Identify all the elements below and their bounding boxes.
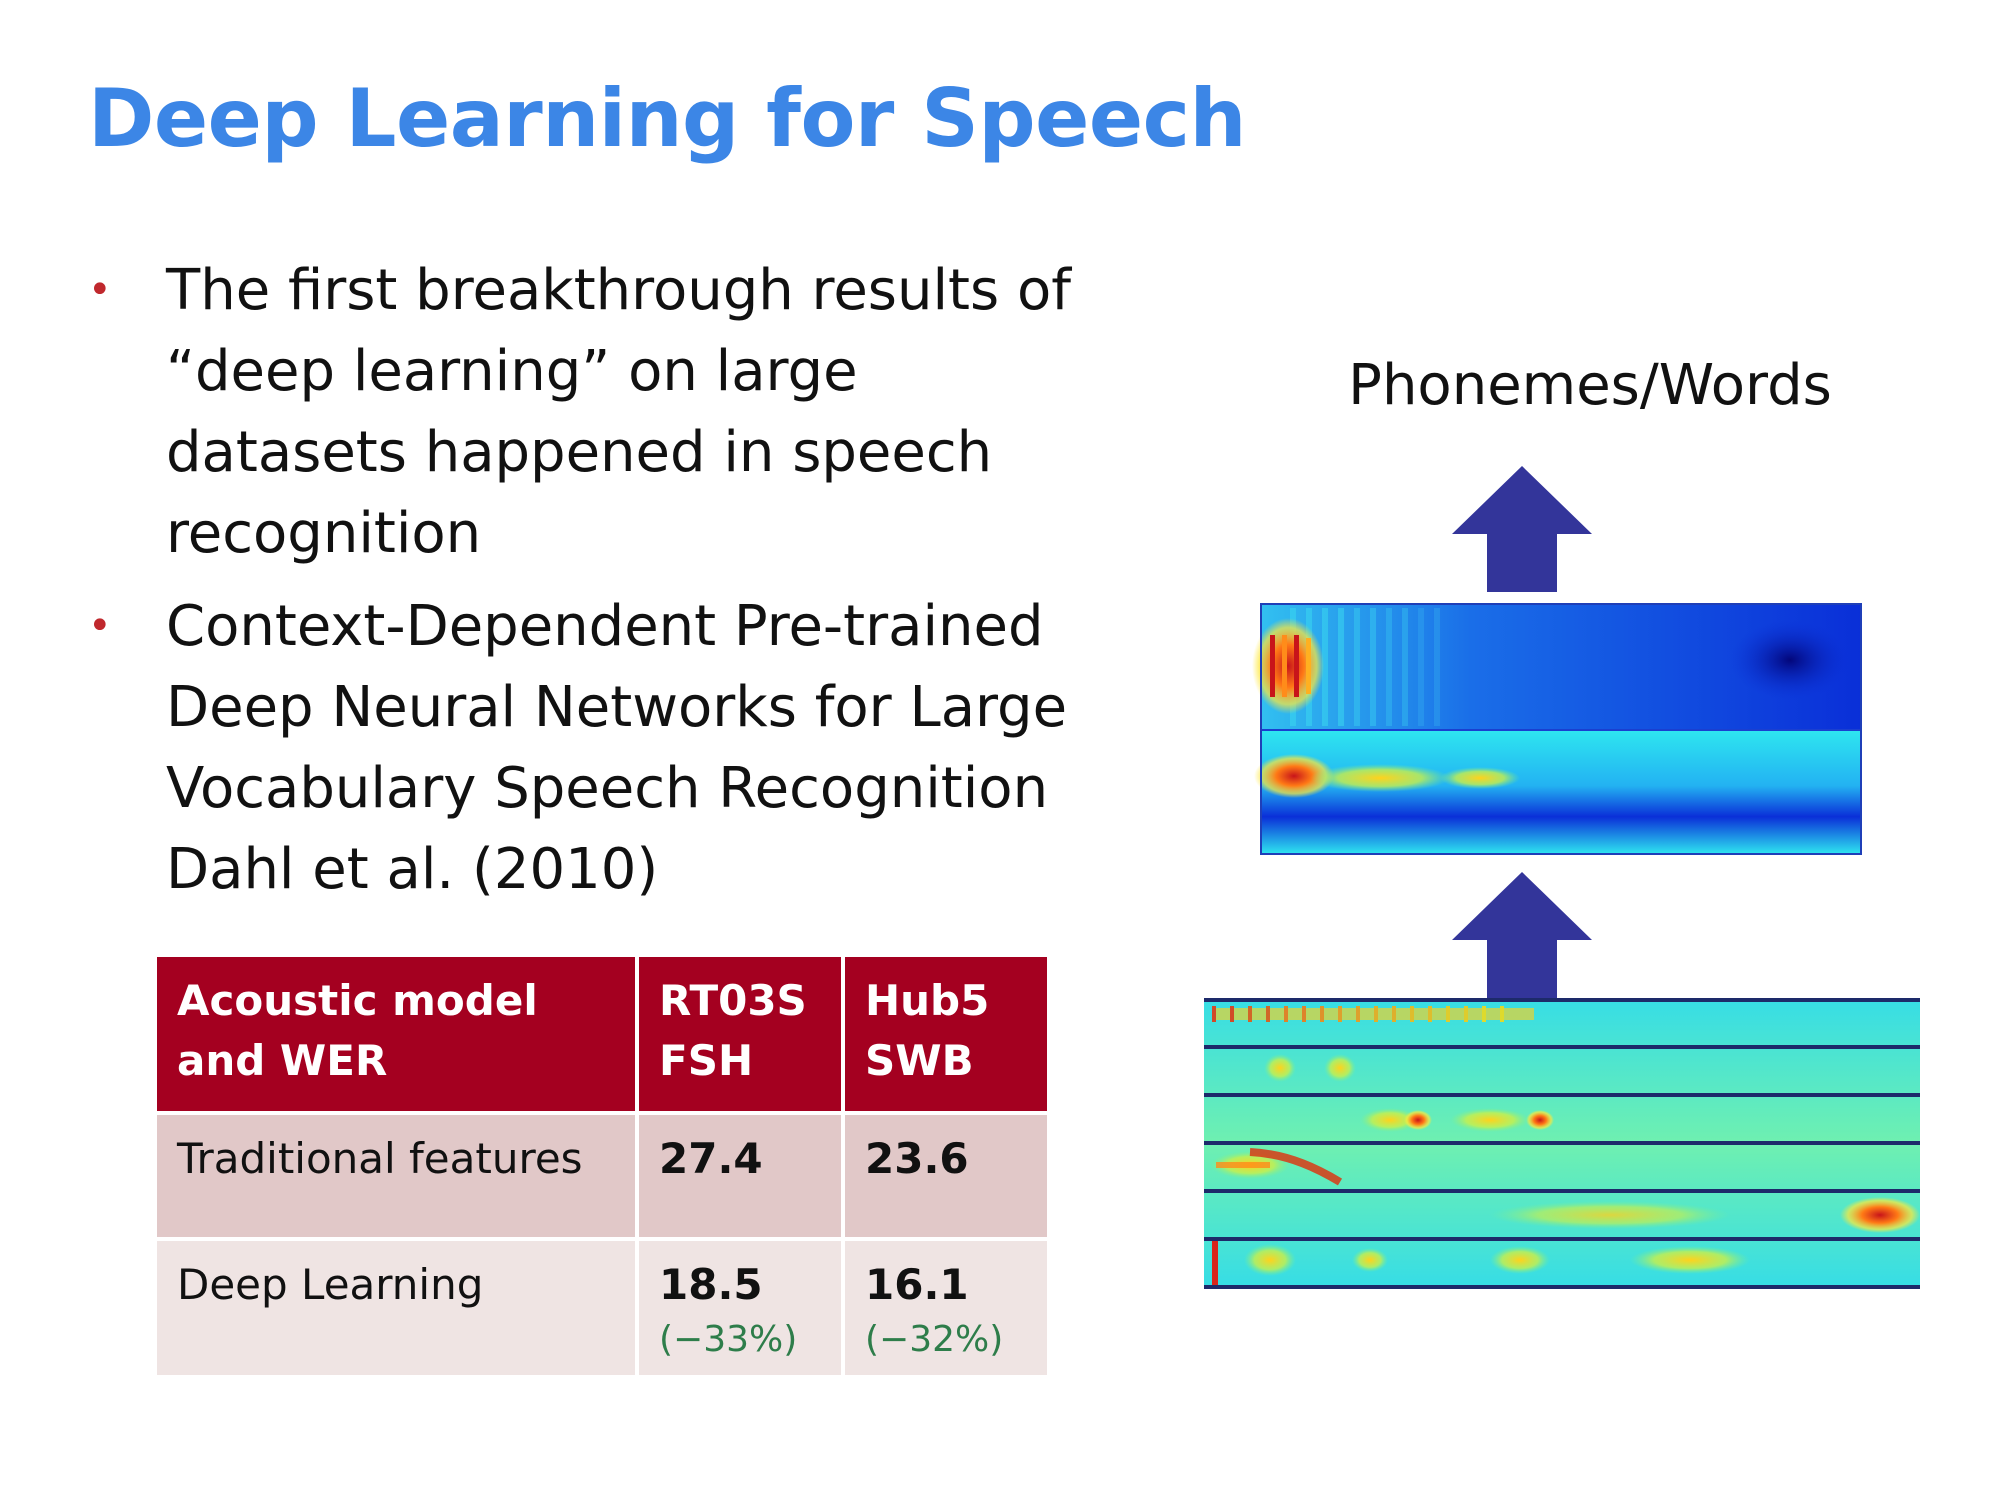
diagram-graphic — [1204, 466, 1920, 1289]
header-hub5-swb: Hub5 SWB — [845, 957, 1047, 1111]
wer-value: 23.6 — [865, 1134, 969, 1183]
wer-delta: (−32%) — [865, 1319, 1004, 1360]
speech-network-diagram: Phonemes/Words — [1190, 330, 1950, 1320]
row-label: Deep Learning — [157, 1241, 635, 1375]
wer-value: 27.4 — [659, 1134, 763, 1183]
bullet-item: • The first breakthrough results of “dee… — [88, 250, 1108, 574]
wer-value: 16.1 — [865, 1260, 969, 1309]
wer-cell: 16.1 (−32%) — [845, 1241, 1047, 1375]
wer-cell: 23.6 — [845, 1115, 1047, 1237]
output-label: Phonemes/Words — [1348, 353, 1832, 418]
table-row: Traditional features 27.4 23.6 — [157, 1115, 1047, 1237]
table-row: Deep Learning 18.5 (−33%) 16.1 (−32%) — [157, 1241, 1047, 1375]
slide-title: Deep Learning for Speech — [88, 72, 1247, 165]
bullet-line: datasets happened in speech — [166, 420, 993, 485]
bullet-line: “deep learning” on large — [166, 339, 858, 404]
wer-cell: 27.4 — [639, 1115, 841, 1237]
input-feature-maps — [1204, 998, 1920, 1289]
bullet-line: recognition — [166, 501, 482, 566]
bullet-line: Dahl et al. (2010) — [166, 837, 659, 902]
header-line: FSH — [659, 1036, 754, 1085]
upward-arrow-icon — [1452, 872, 1592, 998]
hidden-layer-activations — [1252, 603, 1862, 855]
header-line: RT03S — [659, 976, 807, 1025]
wer-cell: 18.5 (−33%) — [639, 1241, 841, 1375]
bullet-dot-icon: • — [88, 603, 112, 649]
wer-delta: (−33%) — [659, 1319, 798, 1360]
row-label: Traditional features — [157, 1115, 635, 1237]
header-acoustic-model: Acoustic model and WER — [157, 957, 635, 1111]
wer-value: 18.5 — [659, 1260, 763, 1309]
bullet-line: Context-Dependent Pre-trained — [166, 594, 1044, 659]
bullet-line: Vocabulary Speech Recognition — [166, 756, 1049, 821]
results-table: Acoustic model and WER RT03S FSH Hub5 SW… — [153, 953, 1051, 1379]
bullet-list: • The first breakthrough results of “dee… — [88, 250, 1108, 922]
header-rt03s-fsh: RT03S FSH — [639, 957, 841, 1111]
bullet-item: • Context-Dependent Pre-trained Deep Neu… — [88, 586, 1108, 910]
header-line: Hub5 — [865, 976, 990, 1025]
upward-arrow-icon — [1452, 466, 1592, 592]
table-header-row: Acoustic model and WER RT03S FSH Hub5 SW… — [157, 957, 1047, 1111]
bullet-line: The first breakthrough results of — [166, 258, 1071, 323]
header-line: SWB — [865, 1036, 974, 1085]
bullet-dot-icon: • — [88, 267, 112, 313]
header-line: Acoustic model — [177, 976, 538, 1025]
bullet-line: Deep Neural Networks for Large — [166, 675, 1068, 740]
header-line: and WER — [177, 1036, 388, 1085]
